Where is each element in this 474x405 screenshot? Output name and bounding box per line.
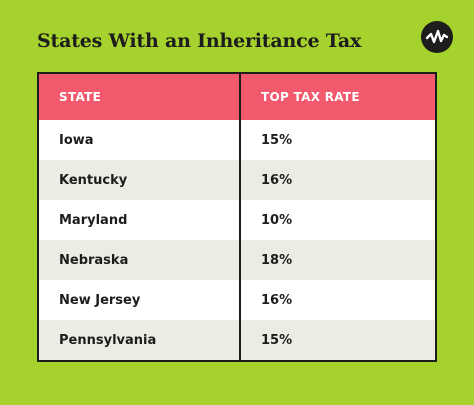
table-row: Iowa 15% [38, 120, 436, 160]
column-header: TOP TAX RATE [240, 73, 436, 120]
table-body: Iowa 15% Kentucky 16% Maryland 10% Nebraska 18%… [38, 120, 436, 361]
state-cell: Maryland [38, 200, 241, 240]
state-cell: Kentucky [38, 160, 241, 200]
logo [421, 21, 453, 53]
header-row: STATE TOP TAX RATE [38, 73, 436, 120]
rate-cell: 15% [240, 320, 436, 361]
rate-cell: 15% [240, 120, 436, 160]
rate-cell: 10% [240, 200, 436, 240]
rate-cell: 16% [240, 160, 436, 200]
table-row: Pennsylvania 15% [38, 320, 436, 361]
state-cell: Nebraska [38, 240, 241, 280]
state-cell: Iowa [38, 120, 241, 160]
state-cell: Pennsylvania [38, 320, 241, 361]
title: States With an Inheritance Tax [37, 30, 362, 52]
table-row: New Jersey 16% [38, 280, 436, 320]
table-row: Nebraska 18% [38, 240, 436, 280]
rate-cell: 16% [240, 280, 436, 320]
state-cell: New Jersey [38, 280, 241, 320]
tax-table: STATE TOP TAX RATE Iowa 15% Kentucky 16% Mary… [37, 72, 437, 362]
table-row: Maryland 10% [38, 200, 436, 240]
column-header: STATE [38, 73, 241, 120]
rate-cell: 18% [240, 240, 436, 280]
table-row: Kentucky 16% [38, 160, 436, 200]
